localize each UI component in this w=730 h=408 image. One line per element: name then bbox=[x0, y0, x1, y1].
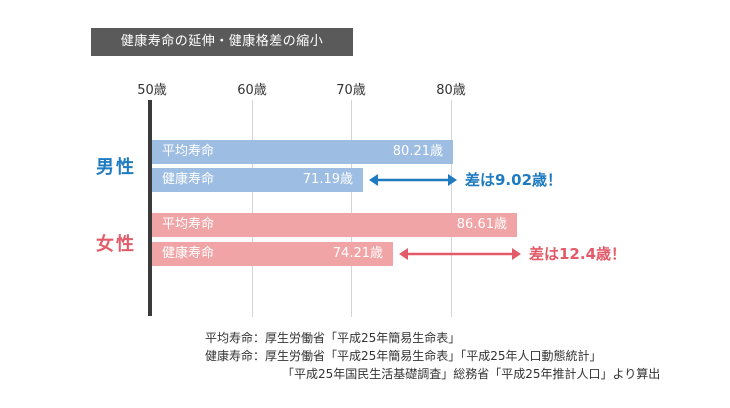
gap-text-female: 差は12.4歳！ bbox=[529, 245, 627, 263]
bar-value-label: 86.61歳 bbox=[456, 217, 507, 232]
gap-arrow-female bbox=[399, 248, 521, 260]
source-line-3: 「平成25年国民生活基礎調査」総務省「平成25年推計人口」より算出 bbox=[282, 367, 661, 381]
bar-female-average-life: 平均寿命 86.61歳 bbox=[152, 213, 517, 237]
x-tick-label: 70歳 bbox=[336, 83, 366, 98]
gridline bbox=[451, 100, 452, 317]
x-tick-label: 60歳 bbox=[237, 83, 267, 98]
group-label-male: 男性 bbox=[96, 157, 136, 178]
gap-text-male: 差は9.02歳！ bbox=[465, 171, 563, 189]
bar-male-healthy-life: 健康寿命 71.19歳 bbox=[152, 168, 363, 192]
x-tick-label: 80歳 bbox=[436, 83, 466, 98]
gridline bbox=[351, 100, 352, 317]
bar-series-label: 平均寿命 bbox=[162, 144, 215, 159]
group-label-female: 女性 bbox=[96, 234, 136, 255]
bar-female-healthy-life: 健康寿命 74.21歳 bbox=[152, 242, 393, 266]
bar-series-label: 健康寿命 bbox=[162, 172, 215, 187]
y-axis-line bbox=[148, 100, 152, 316]
bar-value-label: 80.21歳 bbox=[392, 144, 443, 159]
source-line-1: 平均寿命：厚生労働省「平成25年簡易生命表」 bbox=[205, 331, 461, 345]
bar-value-label: 71.19歳 bbox=[302, 172, 353, 187]
source-line-2: 健康寿命：厚生労働省「平成25年簡易生命表」「平成25年人口動態統計」 bbox=[205, 349, 602, 363]
bar-series-label: 平均寿命 bbox=[162, 217, 215, 232]
x-tick-label: 50歳 bbox=[137, 83, 167, 98]
bar-value-label: 74.21歳 bbox=[332, 246, 383, 261]
bar-male-average-life: 平均寿命 80.21歳 bbox=[152, 140, 453, 164]
gap-arrow-male bbox=[369, 174, 457, 186]
bar-series-label: 健康寿命 bbox=[162, 246, 215, 261]
chart-title: 健康寿命の延伸・健康格差の縮小 bbox=[91, 28, 353, 56]
gridline bbox=[252, 100, 253, 317]
